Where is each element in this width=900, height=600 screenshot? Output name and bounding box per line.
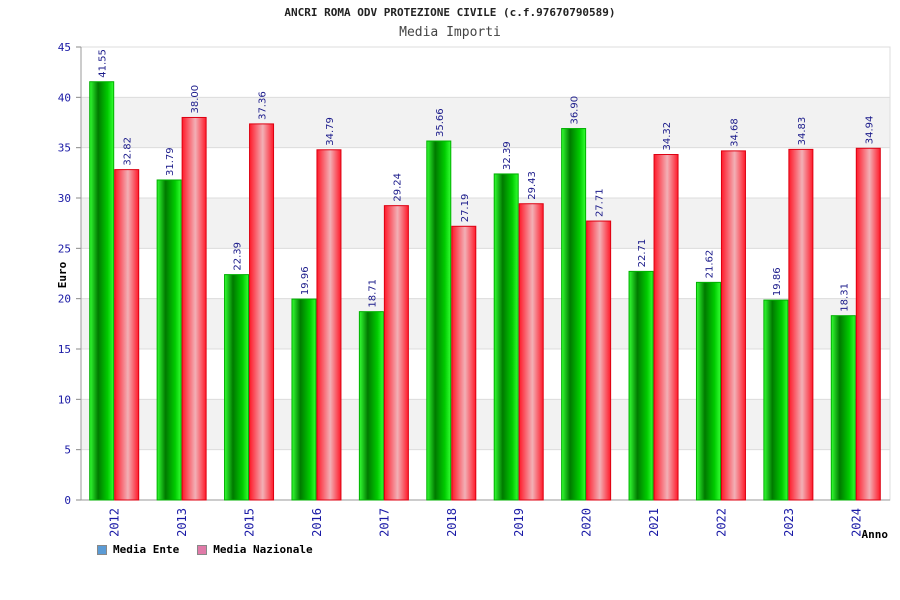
- data-label-media-nazionale: 27.19: [460, 194, 471, 223]
- bar-media-nazionale: [518, 203, 544, 501]
- x-tick-label: 2013: [175, 508, 189, 537]
- legend-swatch-media-ente: [97, 544, 107, 555]
- y-tick-label: 30: [58, 192, 71, 205]
- y-tick-label: 10: [58, 393, 71, 406]
- bar-media-ente: [156, 179, 182, 501]
- y-tick-label: 15: [58, 343, 71, 356]
- x-tick-label: 2021: [647, 508, 661, 537]
- legend-item-media-ente: Media Ente: [97, 543, 179, 556]
- chart-legend: Media Ente Media Nazionale: [97, 543, 313, 556]
- y-tick-label: 45: [58, 41, 71, 54]
- x-tick-label: 2012: [108, 508, 122, 537]
- bar-media-ente: [89, 81, 115, 501]
- grid-band: [81, 399, 890, 450]
- x-tick-label: 2023: [782, 508, 796, 537]
- y-tick-label: 25: [58, 242, 71, 255]
- x-tick-label: 2018: [445, 508, 459, 537]
- data-label-media-ente: 19.86: [772, 267, 783, 296]
- data-label-media-nazionale: 34.94: [864, 116, 875, 145]
- data-label-media-nazionale: 34.83: [797, 117, 808, 146]
- data-label-media-nazionale: 32.82: [123, 137, 134, 166]
- x-tick-label: 2020: [580, 508, 594, 537]
- data-label-media-nazionale: 34.79: [325, 117, 336, 146]
- y-tick-label: 0: [64, 494, 71, 507]
- bar-media-ente: [763, 299, 789, 501]
- bar-media-ente: [628, 270, 654, 501]
- legend-item-media-nazionale: Media Nazionale: [197, 543, 313, 556]
- data-label-media-nazionale: 29.24: [392, 173, 403, 202]
- bar-media-nazionale: [855, 147, 881, 501]
- bar-media-nazionale: [114, 169, 140, 501]
- data-label-media-ente: 22.71: [637, 239, 648, 268]
- data-label-media-ente: 31.79: [165, 147, 176, 176]
- x-axis-label: Anno: [862, 528, 889, 541]
- data-label-media-nazionale: 34.68: [729, 118, 740, 147]
- x-tick-label: 2022: [714, 508, 728, 537]
- bar-media-nazionale: [451, 225, 477, 501]
- y-tick-label: 20: [58, 293, 71, 306]
- bar-media-ente: [830, 315, 856, 501]
- bar-media-nazionale: [720, 150, 746, 501]
- data-label-media-nazionale: 29.43: [527, 171, 538, 200]
- bar-media-nazionale: [316, 149, 342, 501]
- x-tick-label: 2015: [243, 508, 257, 537]
- data-label-media-nazionale: 37.36: [258, 91, 269, 120]
- data-label-media-nazionale: 34.32: [662, 122, 673, 151]
- bar-media-nazionale: [586, 220, 612, 501]
- y-axis-label: Euro: [56, 261, 69, 288]
- y-tick-label: 5: [64, 444, 71, 457]
- legend-label-media-ente: Media Ente: [113, 543, 180, 556]
- y-tick-label: 35: [58, 142, 71, 155]
- bar-media-ente: [224, 274, 250, 501]
- data-label-media-ente: 19.96: [300, 266, 311, 295]
- x-tick-label: 2016: [310, 508, 324, 537]
- bar-media-nazionale: [181, 116, 207, 501]
- bar-media-nazionale: [788, 148, 814, 501]
- x-tick-label: 2017: [377, 508, 391, 537]
- bar-media-nazionale: [249, 123, 275, 501]
- data-label-media-ente: 35.66: [435, 108, 446, 137]
- data-label-media-ente: 21.62: [704, 250, 715, 279]
- bar-media-ente: [291, 298, 317, 501]
- legend-label-media-nazionale: Media Nazionale: [213, 543, 313, 556]
- data-label-media-ente: 18.71: [367, 279, 378, 308]
- data-label-media-nazionale: 38.00: [190, 85, 201, 114]
- data-label-media-ente: 36.90: [570, 96, 581, 125]
- bar-media-nazionale: [653, 154, 679, 501]
- data-label-media-ente: 22.39: [233, 242, 244, 271]
- bar-media-ente: [561, 128, 587, 501]
- bar-media-ente: [358, 311, 384, 501]
- x-tick-label: 2019: [512, 508, 526, 537]
- chart-title: ANCRI ROMA ODV PROTEZIONE CIVILE (c.f.97…: [284, 6, 616, 19]
- chart-subtitle: Media Importi: [399, 25, 501, 40]
- data-label-media-ente: 18.31: [839, 283, 850, 312]
- legend-swatch-media-nazionale: [197, 544, 208, 555]
- grid-band: [81, 97, 890, 148]
- bar-media-ente: [695, 281, 721, 501]
- x-tick-label: 2024: [849, 508, 863, 537]
- bar-media-ente: [426, 140, 452, 501]
- bar-media-ente: [493, 173, 519, 501]
- data-label-media-nazionale: 27.71: [595, 188, 606, 217]
- y-tick-label: 40: [58, 91, 71, 104]
- bar-media-nazionale: [383, 205, 409, 501]
- data-label-media-ente: 41.55: [98, 49, 109, 78]
- data-label-media-ente: 32.39: [502, 141, 513, 170]
- grid-band: [81, 298, 890, 349]
- grid-band: [81, 198, 890, 249]
